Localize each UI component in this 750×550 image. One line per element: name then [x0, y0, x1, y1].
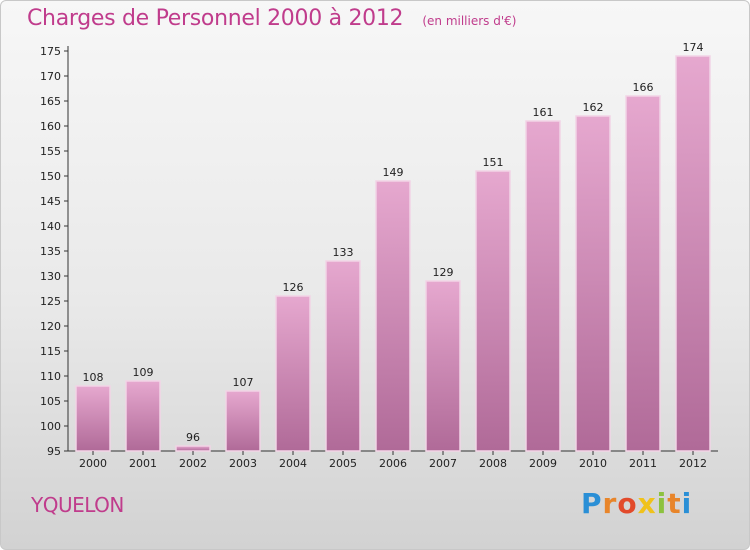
logo-letter: i [656, 487, 668, 520]
proxiti-logo: Proxiti [581, 487, 692, 520]
bar [75, 385, 111, 452]
y-tick-label: 150 [40, 170, 61, 183]
y-tick-label: 165 [40, 95, 61, 108]
logo-letter: t [667, 487, 682, 520]
bar [275, 295, 311, 452]
bar [525, 120, 561, 452]
logo-letter: P [581, 487, 603, 520]
y-tick-label: 160 [40, 120, 61, 133]
x-tick-label: 2006 [379, 457, 407, 470]
bar-value-label: 174 [683, 41, 704, 54]
logo-letter: i [681, 487, 693, 520]
chart-title: Charges de Personnel 2000 à 2012 [27, 6, 404, 31]
x-tick-label: 2012 [679, 457, 707, 470]
bar-value-label: 133 [333, 246, 354, 259]
bar [675, 55, 711, 452]
y-tick-label: 135 [40, 245, 61, 258]
bar-value-label: 108 [83, 371, 104, 384]
x-tick-label: 2005 [329, 457, 357, 470]
bar-value-label: 126 [283, 281, 304, 294]
x-tick-label: 2009 [529, 457, 557, 470]
x-tick-label: 2011 [629, 457, 657, 470]
y-tick-label: 120 [40, 320, 61, 333]
x-tick-label: 2004 [279, 457, 307, 470]
x-tick-label: 2002 [179, 457, 207, 470]
bar-value-label: 149 [383, 166, 404, 179]
logo-letter: x [637, 487, 657, 520]
y-tick-label: 115 [40, 345, 61, 358]
logo-letter: o [617, 487, 638, 520]
y-tick-label: 110 [40, 370, 61, 383]
y-tick-label: 95 [47, 445, 61, 458]
bar [625, 95, 661, 452]
bar-value-label: 161 [533, 106, 554, 119]
bar [125, 380, 161, 452]
logo-letter: r [602, 487, 618, 520]
bar-value-label: 151 [483, 156, 504, 169]
x-tick-label: 2010 [579, 457, 607, 470]
bar-value-label: 107 [233, 376, 254, 389]
y-tick-label: 140 [40, 220, 61, 233]
x-tick-label: 2003 [229, 457, 257, 470]
y-tick-label: 105 [40, 395, 61, 408]
bar-value-label: 162 [583, 101, 604, 114]
bar [225, 390, 261, 452]
bar-value-label: 109 [133, 366, 154, 379]
title-row: Charges de Personnel 2000 à 2012 (en mil… [27, 6, 516, 31]
bar [575, 115, 611, 452]
bar-value-label: 166 [633, 81, 654, 94]
y-tick-label: 155 [40, 145, 61, 158]
bar [475, 170, 511, 452]
bar [325, 260, 361, 452]
x-tick-label: 2008 [479, 457, 507, 470]
x-tick-label: 2001 [129, 457, 157, 470]
y-tick-label: 100 [40, 420, 61, 433]
y-tick-label: 130 [40, 270, 61, 283]
bar-value-label: 96 [186, 431, 200, 444]
x-tick-label: 2007 [429, 457, 457, 470]
bar [175, 445, 211, 452]
bar-value-label: 129 [433, 266, 454, 279]
x-tick-label: 2000 [79, 457, 107, 470]
place-name: YQUELON [31, 493, 124, 517]
y-tick-label: 170 [40, 70, 61, 83]
y-tick-label: 125 [40, 295, 61, 308]
y-tick-label: 175 [40, 45, 61, 58]
chart-subtitle: (en milliers d'€) [422, 14, 517, 28]
bar [375, 180, 411, 452]
y-tick-label: 145 [40, 195, 61, 208]
bar [425, 280, 461, 452]
